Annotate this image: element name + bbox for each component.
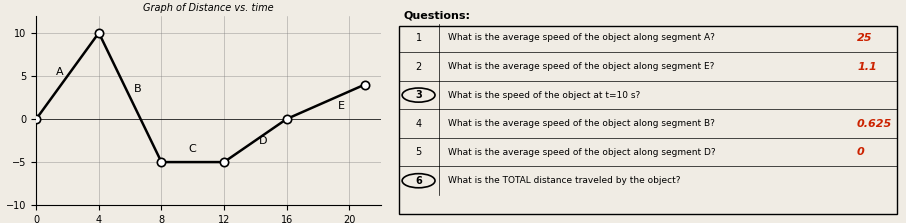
Text: What is the speed of the object at t=10 s?: What is the speed of the object at t=10 … [448, 91, 641, 100]
Text: 3: 3 [415, 90, 422, 100]
Text: What is the TOTAL distance traveled by the object?: What is the TOTAL distance traveled by t… [448, 176, 681, 185]
Text: 4: 4 [416, 119, 421, 129]
Text: What is the average speed of the object along segment D?: What is the average speed of the object … [448, 148, 716, 157]
Text: 1.1: 1.1 [857, 62, 877, 72]
Title: Graph of Distance vs. time: Graph of Distance vs. time [143, 3, 274, 13]
Text: D: D [259, 136, 267, 146]
Text: B: B [134, 84, 141, 94]
Text: 5: 5 [416, 147, 421, 157]
Text: What is the average speed of the object along segment B?: What is the average speed of the object … [448, 119, 716, 128]
Text: 2: 2 [416, 62, 421, 72]
Text: 1: 1 [416, 33, 421, 43]
Text: What is the average speed of the object along segment E?: What is the average speed of the object … [448, 62, 715, 71]
Text: What is the average speed of the object along segment A?: What is the average speed of the object … [448, 33, 716, 43]
Text: C: C [188, 144, 197, 154]
Text: 6: 6 [415, 176, 422, 186]
Text: Questions:: Questions: [404, 11, 470, 21]
Text: 25: 25 [857, 33, 872, 43]
Text: A: A [56, 67, 63, 77]
Bar [399, 26, 897, 214]
Text: 0.625: 0.625 [857, 119, 892, 129]
Text: 0: 0 [857, 147, 865, 157]
Text: E: E [338, 101, 345, 111]
